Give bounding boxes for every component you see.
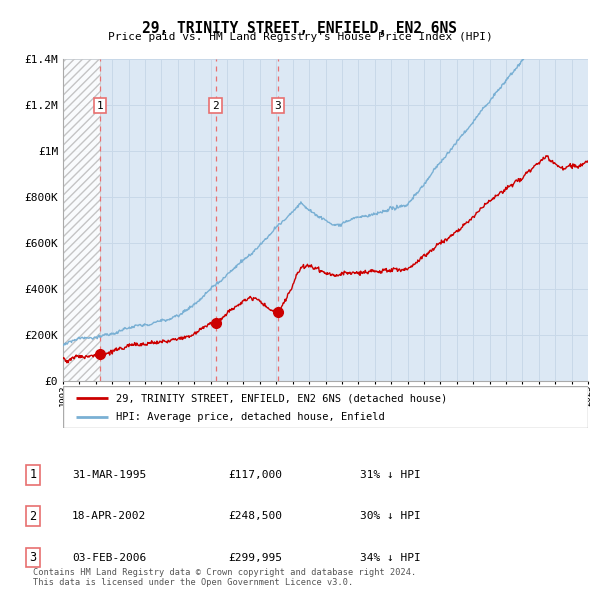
Text: 3: 3: [274, 101, 281, 110]
Text: 3: 3: [29, 551, 37, 564]
Text: 31% ↓ HPI: 31% ↓ HPI: [360, 470, 421, 480]
Text: 18-APR-2002: 18-APR-2002: [72, 512, 146, 521]
Text: 2: 2: [29, 510, 37, 523]
Text: HPI: Average price, detached house, Enfield: HPI: Average price, detached house, Enfi…: [115, 412, 384, 422]
Text: 29, TRINITY STREET, ENFIELD, EN2 6NS (detached house): 29, TRINITY STREET, ENFIELD, EN2 6NS (de…: [115, 393, 447, 403]
Polygon shape: [63, 59, 100, 381]
Text: 34% ↓ HPI: 34% ↓ HPI: [360, 553, 421, 562]
Text: 31-MAR-1995: 31-MAR-1995: [72, 470, 146, 480]
Text: £248,500: £248,500: [228, 512, 282, 521]
Text: £299,995: £299,995: [228, 553, 282, 562]
Text: £117,000: £117,000: [228, 470, 282, 480]
Text: 29, TRINITY STREET, ENFIELD, EN2 6NS: 29, TRINITY STREET, ENFIELD, EN2 6NS: [143, 21, 458, 35]
Text: 1: 1: [97, 101, 103, 110]
Text: Price paid vs. HM Land Registry's House Price Index (HPI): Price paid vs. HM Land Registry's House …: [107, 32, 493, 42]
Text: 2: 2: [212, 101, 219, 110]
Text: Contains HM Land Registry data © Crown copyright and database right 2024.
This d: Contains HM Land Registry data © Crown c…: [33, 568, 416, 587]
FancyBboxPatch shape: [63, 386, 588, 428]
Text: 03-FEB-2006: 03-FEB-2006: [72, 553, 146, 562]
Text: 30% ↓ HPI: 30% ↓ HPI: [360, 512, 421, 521]
Text: 1: 1: [29, 468, 37, 481]
